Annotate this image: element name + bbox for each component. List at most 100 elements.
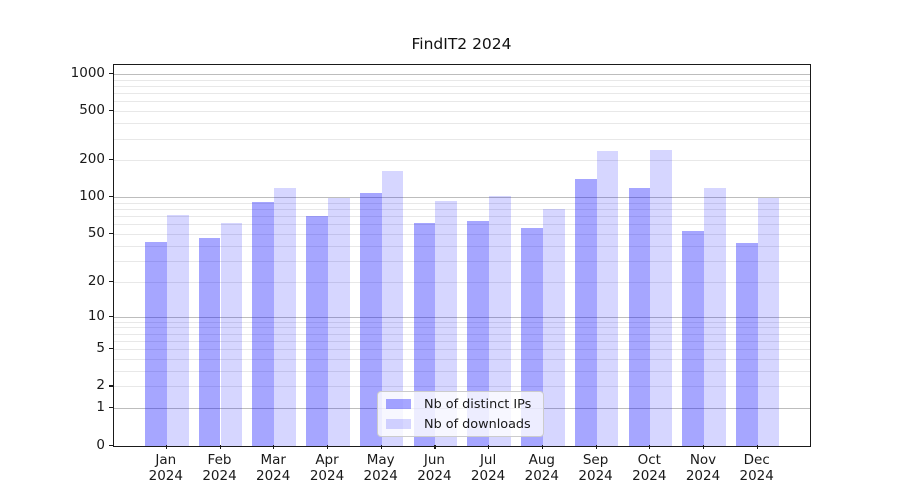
bar-downloads-mar bbox=[274, 187, 296, 446]
x-tick-mark-sep bbox=[595, 444, 597, 449]
x-tick-label-month-mar: Mar bbox=[260, 452, 286, 468]
y-tick-label-200: 200 bbox=[79, 151, 105, 168]
bar-downloads-nov bbox=[704, 188, 726, 446]
gridline-y-1000 bbox=[114, 73, 810, 75]
x-tick-label-sep: Sep 2024 bbox=[566, 452, 626, 484]
y-tick-label-1000: 1000 bbox=[70, 64, 105, 81]
x-tick-label-month-jul: Jul bbox=[479, 452, 497, 468]
bar-distinct-ips-feb bbox=[198, 238, 221, 446]
gridline-y-9 bbox=[114, 321, 810, 323]
x-tick-label-year-feb: 2024 bbox=[202, 468, 237, 484]
gridline-y-50 bbox=[114, 234, 810, 235]
x-tick-label-year-oct: 2024 bbox=[632, 468, 667, 484]
gridline-y-5 bbox=[114, 349, 810, 351]
gridline-y-500 bbox=[114, 111, 810, 113]
x-tick-mark-jun bbox=[434, 444, 436, 449]
x-tick-label-year-jun: 2024 bbox=[417, 468, 452, 484]
x-tick-label-month-may: May bbox=[366, 452, 395, 468]
y-tick-mark-100 bbox=[109, 196, 113, 198]
y-tick-mark-1 bbox=[109, 407, 113, 409]
bar-distinct-ips-jun bbox=[413, 222, 436, 446]
x-tick-label-nov: Nov 2024 bbox=[673, 452, 733, 484]
x-tick-mark-jan bbox=[165, 444, 167, 449]
y-tick-label-0: 0 bbox=[96, 436, 105, 453]
gridline-y-40 bbox=[114, 245, 810, 247]
x-tick-label-year-dec: 2024 bbox=[739, 468, 774, 484]
gridline-y-600 bbox=[114, 101, 810, 103]
x-tick-label-month-jan: Jan bbox=[155, 452, 177, 468]
x-tick-label-month-aug: Aug bbox=[528, 452, 555, 468]
x-tick-label-month-feb: Feb bbox=[207, 452, 232, 468]
x-tick-label-year-mar: 2024 bbox=[256, 468, 291, 484]
legend-item-distinct-ips: Nb of distinct IPs bbox=[378, 394, 543, 414]
x-tick-label-month-nov: Nov bbox=[689, 452, 717, 468]
gridline-y-2 bbox=[114, 386, 810, 388]
y-tick-mark-200 bbox=[109, 159, 113, 161]
plot-area bbox=[113, 64, 811, 447]
bar-distinct-ips-oct bbox=[628, 188, 651, 446]
gridline-y-6 bbox=[114, 340, 810, 342]
x-tick-label-may: May 2024 bbox=[351, 452, 411, 484]
y-tick-label-5: 5 bbox=[96, 340, 105, 357]
x-tick-mark-oct bbox=[649, 444, 651, 449]
x-tick-mark-aug bbox=[541, 444, 543, 449]
x-tick-mark-dec bbox=[756, 444, 758, 449]
gridline-y-800 bbox=[114, 85, 810, 87]
x-tick-label-apr: Apr 2024 bbox=[297, 452, 357, 484]
x-tick-label-year-jul: 2024 bbox=[470, 468, 506, 484]
x-tick-label-month-oct: Oct bbox=[637, 452, 661, 468]
x-tick-label-jan: Jan 2024 bbox=[136, 452, 196, 484]
y-tick-label-10: 10 bbox=[87, 307, 105, 324]
y-tick-mark-0 bbox=[109, 444, 113, 446]
bar-downloads-jan bbox=[166, 214, 189, 446]
y-tick-mark-500 bbox=[109, 110, 113, 112]
bar-downloads-oct bbox=[650, 149, 673, 446]
legend-label-distinct-ips: Nb of distinct IPs bbox=[424, 396, 532, 412]
y-tick-mark-5 bbox=[109, 348, 113, 350]
y-tick-mark-20 bbox=[109, 280, 113, 282]
bar-downloads-sep bbox=[596, 150, 619, 446]
bar-distinct-ips-apr bbox=[306, 215, 328, 446]
bar-distinct-ips-mar bbox=[252, 201, 275, 446]
bar-distinct-ips-sep bbox=[574, 179, 597, 446]
legend-item-downloads: Nb of downloads bbox=[378, 414, 543, 434]
bar-downloads-aug bbox=[542, 208, 565, 446]
legend-label-downloads: Nb of downloads bbox=[424, 416, 531, 432]
gridline-y-60 bbox=[114, 224, 810, 226]
y-tick-mark-10 bbox=[109, 315, 113, 317]
legend-swatch-distinct-ips bbox=[386, 399, 411, 409]
x-tick-mark-mar bbox=[273, 444, 275, 449]
gridline-y-100 bbox=[114, 197, 810, 199]
x-tick-mark-nov bbox=[703, 444, 705, 449]
bar-downloads-may bbox=[381, 170, 404, 446]
gridline-y-400 bbox=[114, 123, 810, 125]
bar-downloads-jun bbox=[435, 200, 458, 446]
x-tick-label-oct: Oct 2024 bbox=[619, 452, 679, 484]
y-tick-mark-1000 bbox=[109, 72, 113, 75]
gridline-y-8 bbox=[114, 327, 810, 329]
legend: Nb of distinct IPs Nb of downloads bbox=[377, 391, 544, 437]
x-tick-mark-apr bbox=[327, 444, 329, 449]
y-tick-label-20: 20 bbox=[87, 272, 105, 289]
x-tick-mark-may bbox=[380, 444, 382, 449]
x-tick-label-month-apr: Apr bbox=[315, 452, 339, 468]
x-tick-label-month-jun: Jun bbox=[423, 452, 445, 468]
chart-title: FindIT2 2024 bbox=[411, 35, 512, 53]
x-tick-label-month-sep: Sep bbox=[582, 452, 609, 468]
y-tick-mark-2 bbox=[109, 385, 113, 387]
x-tick-mark-feb bbox=[219, 444, 221, 449]
bar-downloads-dec bbox=[757, 198, 780, 446]
bar-downloads-apr bbox=[328, 198, 350, 446]
x-tick-label-jul: Jul 2024 bbox=[458, 452, 518, 484]
x-tick-label-year-nov: 2024 bbox=[685, 468, 721, 484]
x-tick-label-aug: Aug 2024 bbox=[512, 452, 572, 484]
y-tick-label-500: 500 bbox=[79, 102, 105, 119]
bar-distinct-ips-dec bbox=[735, 243, 758, 446]
bar-downloads-jul bbox=[489, 195, 511, 446]
gridline-y-90 bbox=[114, 202, 810, 204]
legend-swatch-downloads bbox=[386, 419, 411, 429]
gridline-y-900 bbox=[114, 79, 810, 81]
x-tick-label-jun: Jun 2024 bbox=[404, 452, 464, 484]
x-tick-label-year-may: 2024 bbox=[363, 468, 398, 484]
